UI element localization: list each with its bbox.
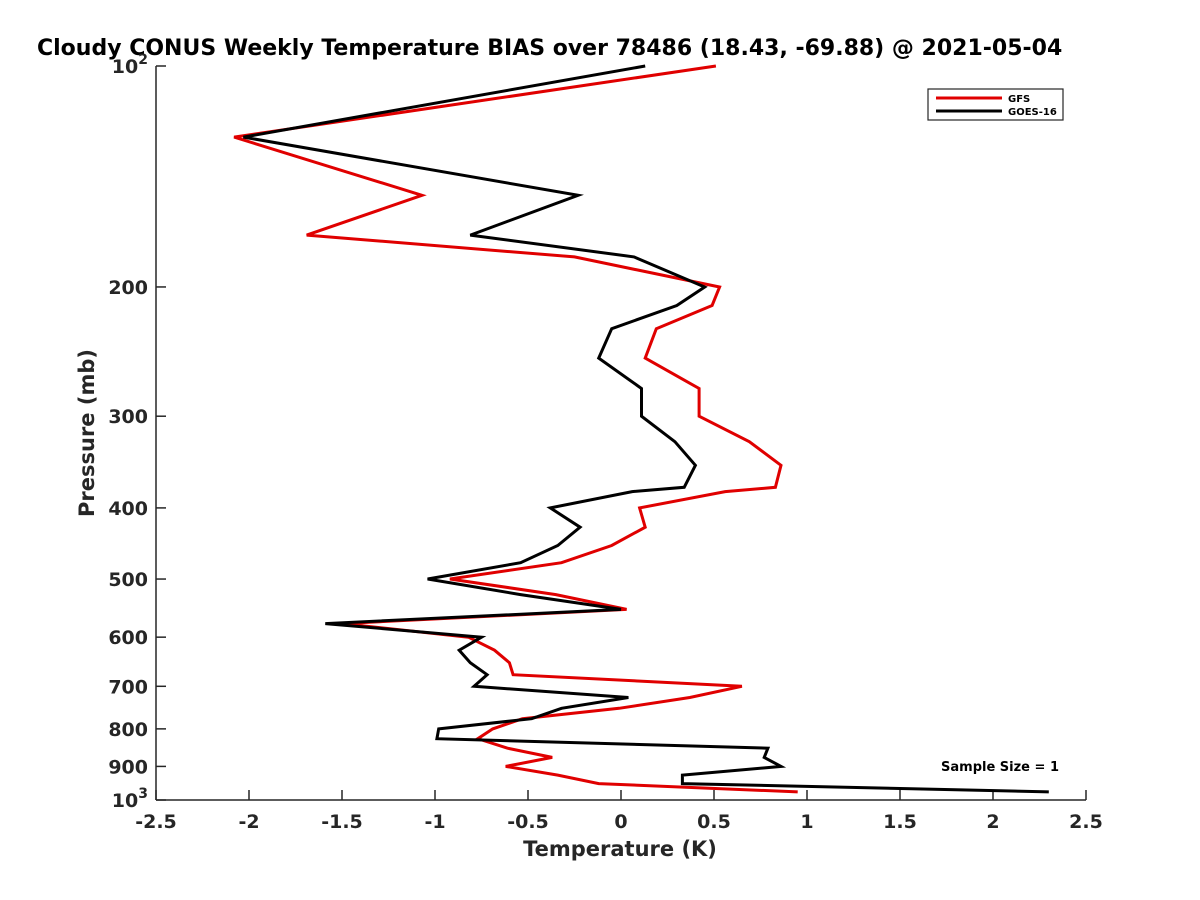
x-tick-label: 0 — [614, 811, 627, 833]
x-axis-label: Temperature (K) — [523, 837, 717, 861]
x-tick-label: -2 — [238, 811, 259, 833]
sample-size-annotation: Sample Size = 1 — [941, 760, 1059, 775]
x-tick-label: 1.5 — [883, 811, 917, 833]
x-tick-label: 0.5 — [697, 811, 731, 833]
y-tick-label: 900 — [108, 756, 148, 778]
y-tick-label: 400 — [108, 498, 148, 520]
legend-box — [927, 88, 1064, 121]
x-tick-label: 1 — [800, 811, 813, 833]
y-tick-label: 200 — [108, 277, 148, 299]
legend-label: GFS — [1008, 94, 1030, 105]
y-tick-label: 700 — [108, 676, 148, 698]
x-tick-label: 2.5 — [1069, 811, 1103, 833]
y-axis-label: Pressure (mb) — [75, 349, 99, 517]
y-tick-label: 600 — [108, 627, 148, 649]
legend-label: GOES-16 — [1008, 107, 1057, 118]
x-tick-label: -2.5 — [135, 811, 177, 833]
series-line-gfs — [233, 64, 798, 794]
x-tick-label: -0.5 — [507, 811, 549, 833]
series-line-goes-16 — [243, 64, 1049, 794]
y-tick-label: 300 — [108, 406, 148, 428]
y-tick-label: 103 — [112, 786, 148, 812]
y-tick-label: 800 — [108, 719, 148, 741]
chart-title: Cloudy CONUS Weekly Temperature BIAS ove… — [37, 36, 1062, 61]
legend: GFS GOES-16 — [927, 88, 1064, 121]
x-tick-label: -1 — [424, 811, 445, 833]
x-tick-label: -1.5 — [321, 811, 363, 833]
y-tick-label: 102 — [112, 52, 148, 78]
x-tick-label: 2 — [986, 811, 999, 833]
y-tick-label: 500 — [108, 569, 148, 591]
